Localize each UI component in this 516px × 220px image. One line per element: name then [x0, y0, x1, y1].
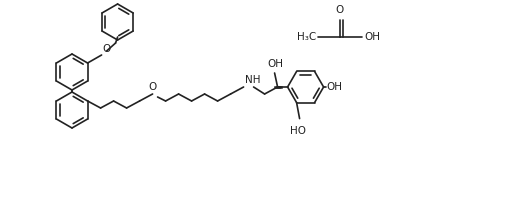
Text: NH: NH [245, 75, 260, 85]
Text: OH: OH [364, 32, 380, 42]
Text: OH: OH [268, 59, 284, 69]
Text: OH: OH [327, 82, 343, 92]
Text: O: O [103, 44, 111, 54]
Text: O: O [336, 5, 344, 15]
Text: H₃C: H₃C [297, 32, 316, 42]
Text: HO: HO [289, 126, 305, 136]
Text: O: O [149, 82, 157, 92]
